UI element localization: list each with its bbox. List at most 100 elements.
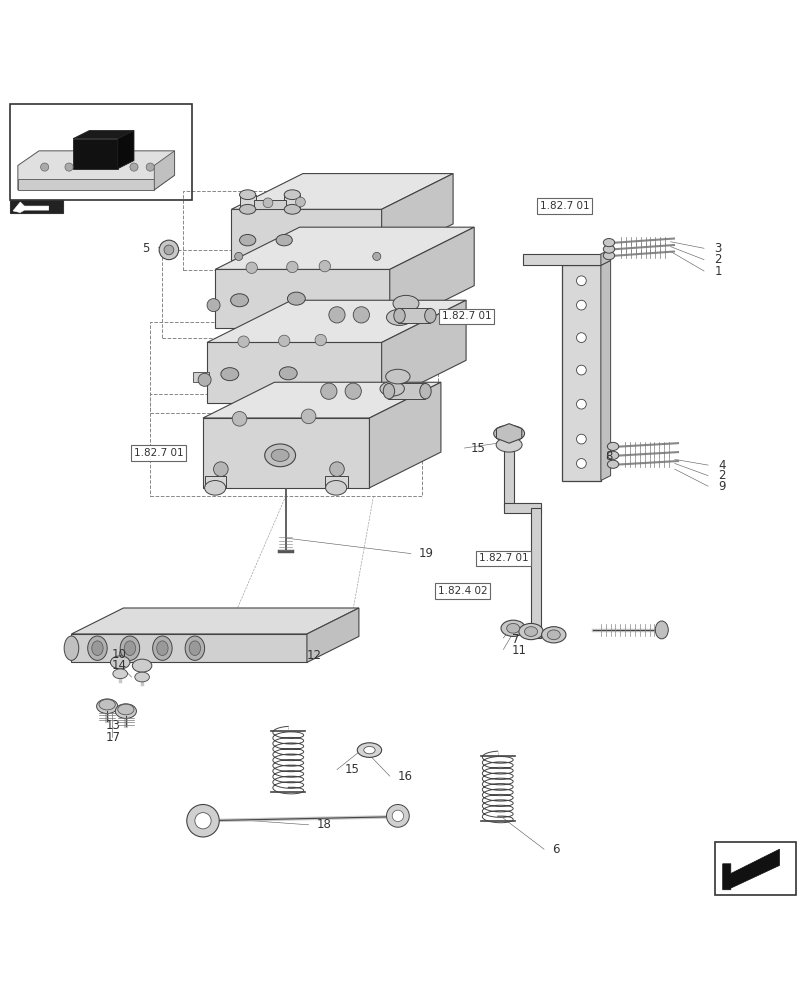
Polygon shape — [18, 179, 154, 190]
Circle shape — [315, 334, 326, 346]
Bar — [714, 842, 795, 895]
Circle shape — [372, 252, 380, 260]
Circle shape — [353, 307, 369, 323]
Ellipse shape — [506, 623, 519, 633]
Circle shape — [328, 307, 345, 323]
Ellipse shape — [547, 630, 560, 640]
Text: 16: 16 — [397, 770, 412, 783]
Ellipse shape — [496, 437, 521, 452]
Circle shape — [195, 813, 211, 829]
Circle shape — [159, 240, 178, 260]
Polygon shape — [207, 300, 466, 342]
Bar — [150, 394, 422, 496]
Polygon shape — [397, 308, 430, 323]
Polygon shape — [504, 451, 513, 508]
Text: 1.82.7 01: 1.82.7 01 — [441, 311, 491, 321]
Polygon shape — [324, 476, 347, 488]
Text: 4: 4 — [718, 459, 725, 472]
Polygon shape — [369, 382, 440, 488]
Polygon shape — [71, 608, 358, 634]
Ellipse shape — [264, 444, 295, 467]
Polygon shape — [284, 195, 300, 209]
Ellipse shape — [386, 309, 412, 325]
Ellipse shape — [603, 245, 614, 253]
Ellipse shape — [393, 308, 405, 323]
Text: 12: 12 — [307, 649, 321, 662]
Polygon shape — [522, 254, 600, 265]
Ellipse shape — [124, 641, 135, 655]
Circle shape — [213, 462, 228, 476]
Circle shape — [246, 262, 257, 273]
Text: 15: 15 — [345, 763, 359, 776]
Text: 3: 3 — [714, 242, 721, 255]
Text: 5: 5 — [142, 242, 149, 255]
Circle shape — [576, 300, 586, 310]
Polygon shape — [18, 151, 174, 190]
Polygon shape — [13, 202, 49, 213]
Circle shape — [164, 245, 174, 255]
Ellipse shape — [393, 295, 418, 312]
Polygon shape — [600, 249, 610, 265]
Text: 6: 6 — [551, 843, 559, 856]
Ellipse shape — [276, 234, 292, 246]
Polygon shape — [193, 372, 209, 382]
Polygon shape — [71, 634, 307, 662]
Polygon shape — [203, 382, 440, 418]
Circle shape — [329, 462, 344, 476]
Ellipse shape — [603, 239, 614, 247]
Ellipse shape — [279, 367, 297, 380]
Ellipse shape — [518, 623, 543, 640]
Circle shape — [345, 383, 361, 399]
Circle shape — [320, 383, 337, 399]
Ellipse shape — [287, 292, 305, 305]
Polygon shape — [254, 200, 285, 209]
Bar — [150, 322, 438, 413]
Circle shape — [263, 198, 272, 208]
Circle shape — [386, 804, 409, 827]
Polygon shape — [73, 131, 134, 139]
Ellipse shape — [493, 425, 524, 442]
Ellipse shape — [239, 234, 255, 246]
Ellipse shape — [185, 636, 204, 660]
Ellipse shape — [424, 308, 436, 323]
Text: 1.82.7 01: 1.82.7 01 — [133, 448, 183, 458]
Ellipse shape — [64, 636, 79, 660]
Ellipse shape — [115, 704, 136, 718]
Polygon shape — [154, 151, 174, 190]
Polygon shape — [722, 849, 779, 890]
Ellipse shape — [152, 636, 172, 660]
Text: 1: 1 — [714, 265, 721, 278]
Ellipse shape — [380, 381, 404, 396]
Text: 15: 15 — [470, 442, 485, 455]
Ellipse shape — [157, 641, 168, 655]
Bar — [10, 200, 62, 213]
Bar — [182, 191, 438, 270]
Circle shape — [146, 163, 154, 171]
Ellipse shape — [97, 699, 118, 714]
Ellipse shape — [99, 699, 115, 710]
Ellipse shape — [221, 368, 238, 381]
Polygon shape — [381, 300, 466, 403]
Circle shape — [301, 409, 315, 424]
Ellipse shape — [607, 442, 618, 450]
Circle shape — [576, 459, 586, 468]
Ellipse shape — [118, 704, 134, 715]
Ellipse shape — [524, 627, 537, 636]
Ellipse shape — [363, 746, 375, 754]
Text: 2: 2 — [714, 253, 721, 266]
Polygon shape — [600, 260, 610, 481]
Ellipse shape — [132, 659, 152, 672]
Ellipse shape — [135, 672, 149, 682]
Text: 1.82.4 02: 1.82.4 02 — [437, 586, 487, 596]
Ellipse shape — [120, 636, 139, 660]
Ellipse shape — [603, 252, 614, 260]
Polygon shape — [118, 131, 134, 169]
Ellipse shape — [383, 383, 394, 399]
Text: 17: 17 — [105, 731, 120, 744]
Circle shape — [286, 261, 298, 273]
Polygon shape — [239, 195, 255, 209]
Ellipse shape — [110, 656, 130, 669]
Circle shape — [278, 335, 290, 347]
Ellipse shape — [230, 294, 248, 307]
Polygon shape — [215, 227, 474, 269]
